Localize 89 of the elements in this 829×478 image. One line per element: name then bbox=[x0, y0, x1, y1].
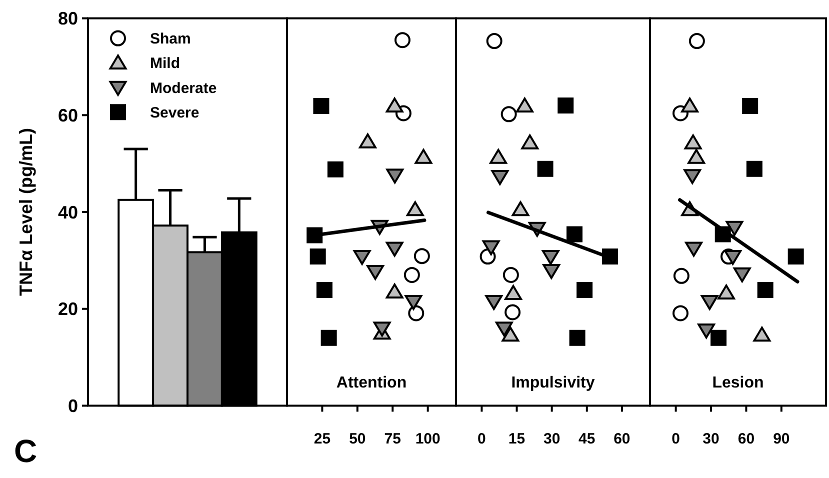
point bbox=[495, 322, 513, 337]
point bbox=[685, 242, 702, 257]
point bbox=[733, 267, 751, 282]
point bbox=[366, 264, 384, 280]
legend-label: Sham bbox=[150, 30, 191, 48]
x-tick-label: 50 bbox=[349, 430, 366, 448]
point bbox=[710, 330, 727, 346]
point bbox=[746, 160, 762, 177]
x-tick-label: 30 bbox=[543, 430, 560, 448]
point bbox=[698, 324, 716, 339]
point bbox=[359, 133, 376, 148]
x-tick-label: 0 bbox=[672, 430, 680, 448]
point bbox=[490, 148, 508, 164]
point bbox=[724, 250, 742, 265]
point bbox=[386, 242, 404, 257]
x-tick-label: 100 bbox=[415, 430, 440, 448]
point bbox=[757, 282, 774, 298]
point bbox=[521, 134, 539, 150]
point bbox=[718, 284, 735, 300]
point bbox=[753, 326, 771, 342]
point bbox=[688, 148, 706, 164]
point bbox=[742, 98, 758, 114]
point bbox=[408, 305, 424, 322]
y-tick-label: 20 bbox=[58, 299, 78, 320]
point bbox=[602, 248, 618, 265]
point bbox=[681, 98, 698, 113]
point bbox=[327, 161, 344, 178]
point bbox=[726, 220, 744, 236]
point bbox=[504, 304, 521, 320]
point bbox=[502, 266, 519, 283]
x-tick-label: 45 bbox=[578, 430, 596, 448]
x-axis-title: Impulsivity bbox=[511, 374, 595, 392]
point bbox=[566, 226, 583, 242]
point bbox=[485, 294, 503, 310]
point bbox=[320, 330, 337, 346]
x-axis-title: Lesion bbox=[712, 374, 764, 392]
point bbox=[404, 294, 422, 310]
point bbox=[672, 305, 689, 322]
point bbox=[316, 282, 332, 298]
point bbox=[394, 32, 410, 48]
x-tick-label: 15 bbox=[508, 430, 526, 448]
point bbox=[502, 326, 520, 342]
x-axis-title: Attention bbox=[336, 374, 407, 392]
point bbox=[404, 266, 420, 283]
legend-label: Moderate bbox=[150, 80, 217, 97]
point bbox=[537, 160, 554, 177]
point bbox=[386, 98, 404, 113]
x-tick-label: 75 bbox=[384, 430, 401, 448]
point bbox=[414, 148, 432, 164]
point bbox=[414, 248, 430, 264]
x-tick-label: 0 bbox=[478, 430, 486, 448]
point bbox=[512, 201, 530, 216]
point bbox=[684, 134, 702, 150]
x-tick-label: 90 bbox=[773, 430, 790, 448]
legend-label: Severe bbox=[150, 104, 200, 122]
y-tick-label: 0 bbox=[68, 396, 78, 416]
point bbox=[788, 248, 804, 265]
point bbox=[673, 268, 690, 284]
point bbox=[353, 250, 371, 265]
legend-label: Mild bbox=[150, 55, 180, 72]
point bbox=[310, 248, 326, 265]
point bbox=[313, 98, 330, 114]
point bbox=[406, 201, 424, 216]
text: C bbox=[14, 433, 38, 469]
point bbox=[569, 330, 586, 346]
x-tick-label: 25 bbox=[314, 430, 331, 448]
point bbox=[486, 33, 502, 50]
y-tick-label: 80 bbox=[58, 8, 78, 29]
point bbox=[386, 168, 404, 184]
point bbox=[542, 250, 560, 265]
point bbox=[516, 98, 534, 113]
y-tick-label: 60 bbox=[58, 105, 78, 126]
y-tick-label: 40 bbox=[58, 202, 78, 222]
point bbox=[386, 284, 404, 298]
point bbox=[504, 285, 522, 300]
x-tick-label: 60 bbox=[738, 430, 755, 448]
point bbox=[491, 170, 509, 185]
point bbox=[500, 106, 517, 122]
point bbox=[576, 282, 593, 298]
point bbox=[542, 264, 560, 279]
point bbox=[482, 240, 500, 256]
point bbox=[700, 294, 718, 310]
point bbox=[684, 169, 702, 184]
x-tick-label: 30 bbox=[702, 430, 720, 448]
y-axis-title: TNFα Level (pg/mL) bbox=[16, 128, 36, 296]
point bbox=[688, 33, 705, 50]
x-tick-label: 60 bbox=[614, 430, 630, 448]
point bbox=[558, 97, 574, 114]
point bbox=[373, 322, 391, 337]
